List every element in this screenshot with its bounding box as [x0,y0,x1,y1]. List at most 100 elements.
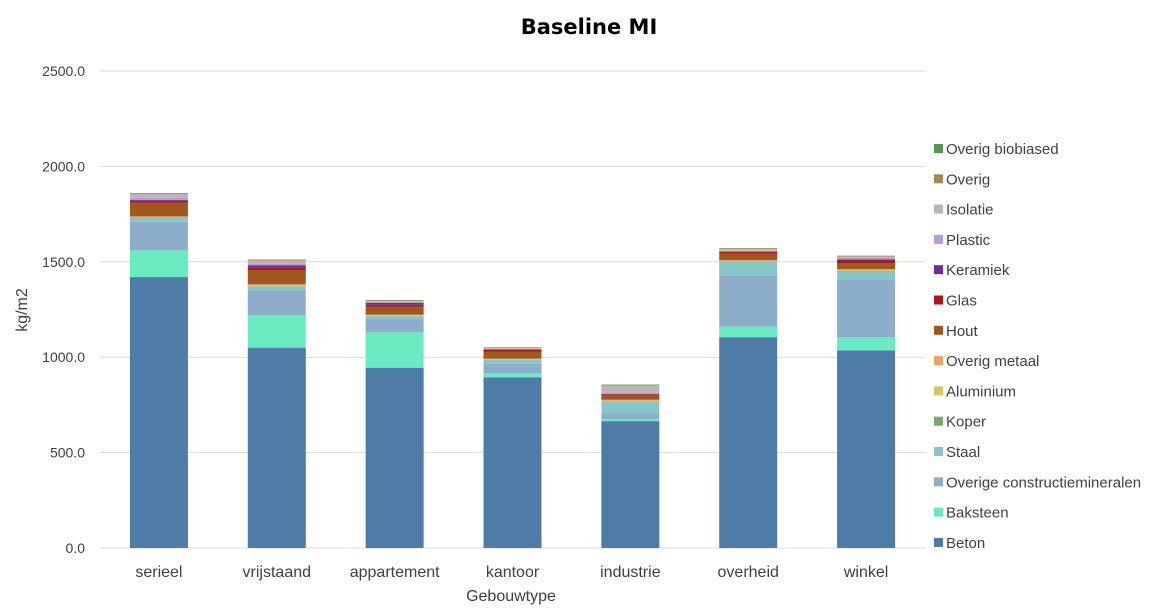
bar-segment-glas-industrie [601,394,660,395]
y-tick-label: 1500.0 [42,254,85,270]
bar-segment-overig-metaal-kantoor [483,358,542,360]
legend-label: Plastic [946,232,991,249]
bar-segment-plastic-serieel [129,197,188,200]
legend-swatch [934,234,943,244]
legend-label: Overig biobiased [946,141,1059,158]
legend-label: Overige constructiemineralen [946,474,1141,491]
x-category-label: industrie [600,564,661,581]
x-axis-categories: serieel vrijstaand appartement kantoor indus… [135,564,888,581]
bars [129,193,896,548]
bar-segment-overig-kantoor [483,347,542,349]
legend-label: Beton [946,535,985,552]
legend-swatch [934,144,943,153]
bar-segment-glas-winkel [837,260,896,264]
bar-segment-hout-overheid [719,253,778,261]
bar-segment-overig-appartement [365,300,424,301]
bar-segment-beton-serieel [129,277,188,548]
bar-segment-beton-industrie [601,421,660,548]
bar-segment-plastic-appartement [365,301,424,303]
y-tick-label: 2000.0 [42,158,85,174]
y-tick-label: 2500.0 [42,63,85,79]
x-category-label: appartement [350,564,440,581]
legend-swatch [934,447,943,456]
bar-segment-beton-winkel [837,350,896,548]
legend: Overig biobiased Overig Isolatie Plastic Ker… [934,141,1141,552]
bar-segment-keramiek-winkel [837,259,896,261]
bar-segment-glas-vrijstaand [247,267,306,271]
bar-segment-isolatie-kantoor [483,348,542,349]
bar-segment-overig-metaal-vrijstaand [247,284,306,286]
x-category-label: serieel [135,564,182,581]
bar-segment-aluminium-kantoor [483,359,542,360]
bar-segment-beton-vrijstaand [247,347,306,548]
bar-segment-beton-overheid [719,337,778,548]
bar-segment-overig-industrie [601,384,660,386]
bar-segment-beton-kantoor [483,377,542,548]
bar-segment-baksteen-appartement [365,332,424,368]
bar-segment-hout-serieel [129,202,188,217]
chart-title: Baseline MI [521,15,658,39]
bar-segment-plastic-kantoor [483,348,542,350]
bar-segment-overig-metaal-winkel [837,269,896,271]
y-tick-label: 500.0 [50,445,85,461]
bar-segment-staal-winkel [837,271,896,280]
bar-segment-overig-metaal-overheid [719,260,778,261]
legend-label: Keramiek [946,262,1010,279]
bar-segment-aluminium-appartement [365,315,424,316]
legend-swatch [934,204,943,214]
bar-segment-overige-constructiemineralen-winkel [837,279,896,338]
bar-segment-plastic-industrie [601,393,660,395]
bar-segment-overige-constructiemineralen-kantoor [483,363,542,374]
x-axis-title: Gebouwtype [466,588,556,605]
legend-swatch [934,386,943,396]
bar-segment-isolatie-appartement [365,300,424,302]
bar-segment-overig-serieel [129,193,188,195]
legend-label: Overig metaal [946,353,1039,370]
bar-segment-aluminium-serieel [129,216,188,218]
bar-segment-hout-vrijstaand [247,270,306,285]
bar-segment-aluminium-vrijstaand [247,285,306,287]
bar-segment-beton-appartement [365,367,424,548]
bar-segment-overig-winkel [837,256,896,257]
bar-segment-baksteen-winkel [837,337,896,351]
y-tick-label: 0.0 [66,540,86,556]
legend-swatch [934,265,943,275]
bar-segment-staal-kantoor [483,360,542,364]
legend-swatch [934,174,943,184]
bar-segment-glas-serieel [129,200,188,203]
bar-segment-baksteen-kantoor [483,373,542,378]
bar-segment-overige-constructiemineralen-overheid [719,275,778,327]
bar-segment-staal-industrie [601,402,660,414]
legend-label: Overig [946,171,990,188]
bar-segment-keramiek-appartement [365,302,424,305]
bar-segment-overige-constructiemineralen-vrijstaand [247,290,306,316]
x-category-label: overheid [718,564,779,581]
legend-label: Hout [946,323,979,340]
bar-segment-staal-vrijstaand [247,286,306,291]
bar-segment-isolatie-industrie [601,385,660,394]
legend-label: Baksteen [946,505,1009,522]
legend-swatch [934,295,943,305]
bar-segment-keramiek-vrijstaand [247,265,306,268]
bar-segment-hout-appartement [365,306,424,315]
x-category-label: winkel [843,564,888,581]
bar-segment-glas-appartement [365,304,424,307]
bar-segment-overig-metaal-serieel [129,216,188,217]
bar-segment-keramiek-serieel [129,199,188,201]
bar-segment-overig-vrijstaand [247,259,306,261]
legend-swatch [934,477,943,487]
x-category-label: kantoor [486,564,540,581]
bar-segment-overig-metaal-appartement [365,314,424,316]
legend-label: Aluminium [946,383,1016,400]
bar-segment-staal-serieel [129,217,188,222]
bar-segment-overige-constructiemineralen-appartement [365,319,424,333]
legend-label: Koper [946,414,986,431]
bar-segment-hout-winkel [837,263,896,270]
y-axis-title: kg/m2 [14,288,31,332]
bar-segment-plastic-winkel [837,257,896,260]
bar-segment-plastic-overheid [719,250,778,252]
y-axis-ticks: 0.0 500.0 1000.0 1500.0 2000.0 2500.0 [42,63,85,556]
legend-label: Staal [946,444,980,461]
bar-segment-plastic-vrijstaand [247,263,306,266]
